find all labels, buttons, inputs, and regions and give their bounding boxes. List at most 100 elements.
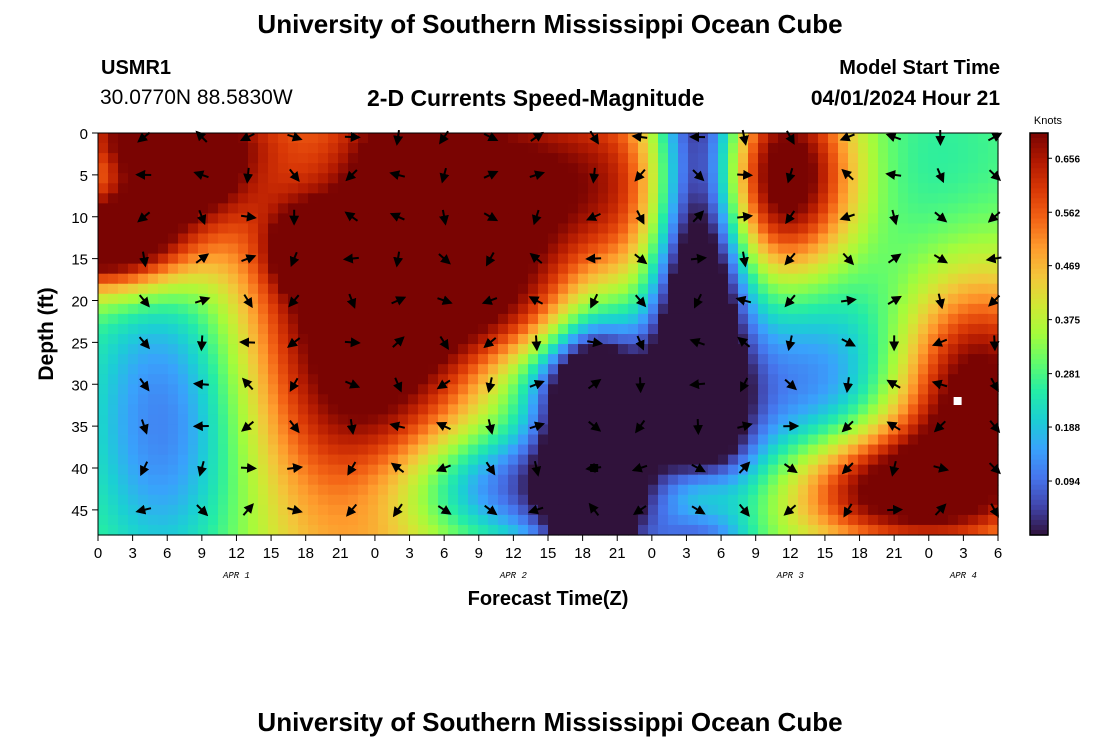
heatmap-cell: [968, 253, 979, 265]
heatmap-cell: [358, 494, 369, 506]
heatmap-cell: [318, 143, 329, 154]
heatmap-cell: [588, 283, 599, 295]
heatmap-cell: [208, 163, 219, 174]
heatmap-cell: [718, 334, 729, 345]
heatmap-cell: [928, 404, 939, 415]
heatmap-cell: [338, 143, 349, 154]
heatmap-cell: [98, 414, 109, 426]
heatmap-cell: [168, 313, 179, 325]
heatmap-cell: [228, 193, 239, 204]
heatmap-cell: [478, 394, 489, 405]
heatmap-cell: [928, 283, 939, 295]
heatmap-cell: [348, 524, 359, 536]
x-tick-label: 12: [505, 545, 522, 562]
heatmap-cell: [658, 293, 669, 305]
heatmap-cell: [978, 524, 989, 536]
heatmap-cell: [168, 474, 179, 486]
heatmap-cell: [758, 133, 769, 144]
heatmap-cell: [688, 263, 699, 275]
heatmap-cell: [778, 203, 789, 214]
heatmap-cell: [578, 173, 589, 184]
heatmap-cell: [768, 303, 779, 315]
heatmap-cell: [518, 293, 529, 305]
heatmap-cell: [848, 354, 859, 365]
heatmap-cell: [398, 173, 409, 184]
heatmap-cell: [298, 354, 309, 365]
heatmap-cell: [238, 233, 249, 245]
heatmap-cell: [278, 404, 289, 415]
heatmap-cell: [418, 524, 429, 536]
heatmap-cell: [658, 384, 669, 395]
current-arrow: [934, 503, 947, 516]
heatmap-cell: [688, 374, 699, 385]
heatmap-cell: [198, 163, 209, 174]
heatmap-cell: [458, 143, 469, 154]
heatmap-cell: [378, 133, 389, 144]
heatmap-cell: [768, 293, 779, 305]
heatmap-cell: [278, 173, 289, 184]
heatmap-cell: [268, 213, 279, 225]
heatmap-cell: [848, 454, 859, 466]
heatmap-cell: [298, 364, 309, 375]
heatmap-cell: [398, 253, 409, 265]
heatmap-cell: [898, 454, 909, 466]
colorbar-swatch: [1030, 218, 1048, 225]
heatmap-cell: [418, 183, 429, 194]
heatmap-cell: [798, 374, 809, 385]
heatmap-cell: [188, 474, 199, 486]
heatmap-cell: [678, 193, 689, 204]
heatmap-cell: [278, 414, 289, 426]
heatmap-cell: [428, 223, 439, 235]
heatmap-cell: [708, 253, 719, 265]
heatmap-cell: [108, 524, 119, 536]
heatmap-cell: [968, 203, 979, 214]
heatmap-cell: [938, 454, 949, 466]
heatmap-cell: [658, 253, 669, 265]
day-label: APR 2: [499, 571, 528, 581]
heatmap-cell: [368, 173, 379, 184]
heatmap-cell: [108, 283, 119, 295]
heatmap-cell: [98, 454, 109, 466]
heatmap-cell: [828, 394, 839, 405]
heatmap-cell: [528, 303, 539, 315]
current-arrow: [634, 168, 646, 182]
heatmap-cell: [198, 153, 209, 164]
chart-title: University of Southern Mississippi Ocean…: [257, 9, 843, 39]
heatmap-cell: [198, 203, 209, 214]
heatmap-cell: [468, 133, 479, 144]
heatmap-cell: [918, 434, 929, 446]
heatmap-cell: [778, 344, 789, 355]
heatmap-cell: [218, 514, 229, 526]
heatmap-cell: [378, 354, 389, 365]
heatmap-cell: [488, 203, 499, 214]
heatmap-cell: [248, 524, 259, 536]
heatmap-cell: [288, 273, 299, 285]
heatmap-cell: [108, 293, 119, 305]
heatmap-cell: [708, 293, 719, 305]
heatmap-cell: [838, 323, 849, 335]
heatmap-cell: [878, 434, 889, 446]
heatmap-cell: [208, 213, 219, 225]
heatmap-cell: [688, 504, 699, 516]
heatmap-cell: [148, 374, 159, 385]
heatmap-cell: [608, 354, 619, 365]
heatmap-cell: [958, 293, 969, 305]
current-arrow: [738, 503, 750, 517]
heatmap-cell: [608, 474, 619, 486]
heatmap-cell: [858, 414, 869, 426]
heatmap-cell: [618, 414, 629, 426]
heatmap-cell: [278, 273, 289, 285]
heatmap-cell: [878, 484, 889, 496]
heatmap-cell: [928, 263, 939, 275]
heatmap-cell: [448, 334, 459, 345]
heatmap-cell: [318, 364, 329, 375]
heatmap-cell: [328, 143, 339, 154]
heatmap-cell: [278, 334, 289, 345]
heatmap-cell: [908, 273, 919, 285]
heatmap-cell: [568, 303, 579, 315]
heatmap-cell: [268, 354, 279, 365]
heatmap-cell: [518, 394, 529, 405]
heatmap-cell: [508, 354, 519, 365]
heatmap-cell: [468, 464, 479, 476]
heatmap-cell: [948, 183, 959, 194]
